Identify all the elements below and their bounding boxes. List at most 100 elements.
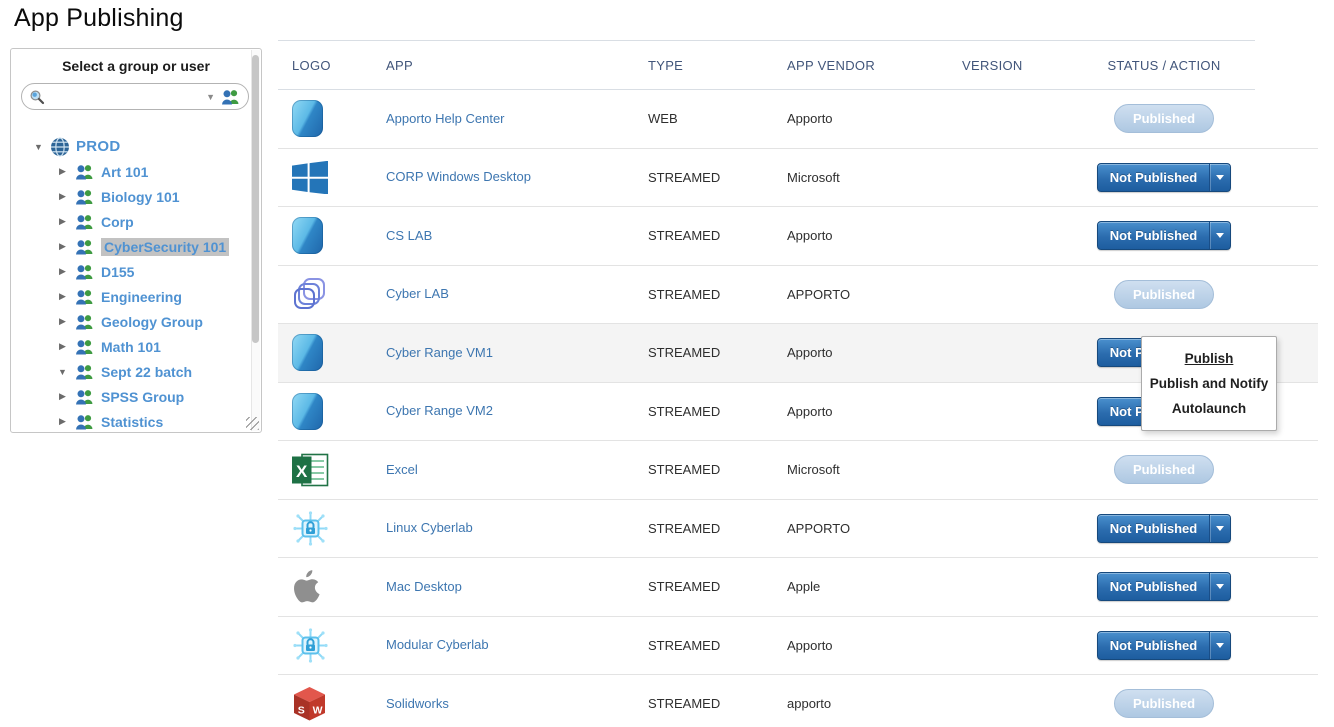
app-link[interactable]: Mac Desktop: [386, 578, 462, 594]
tree-expander-icon[interactable]: ▶: [59, 341, 66, 351]
status-cell: Published: [1074, 689, 1254, 719]
tree-item-label[interactable]: Geology Group: [101, 313, 203, 330]
tree-item-label[interactable]: D155: [101, 263, 135, 280]
tree-expander-icon[interactable]: ▶: [59, 391, 66, 401]
app-type: STREAMED: [648, 403, 721, 419]
tree-item[interactable]: ▶ Math 101: [11, 334, 261, 359]
not-published-button[interactable]: Not Published: [1096, 513, 1232, 543]
apporto-app-icon: [292, 217, 323, 255]
table-row: X Excel STREAMED Microsoft Published: [278, 441, 1318, 500]
tree-item-label[interactable]: Sept 22 batch: [101, 363, 193, 380]
tree-item-label[interactable]: PROD: [76, 138, 121, 155]
tree-item-label[interactable]: Math 101: [101, 338, 161, 355]
tree-expander-icon[interactable]: ▶: [59, 316, 66, 326]
tree-expander-icon[interactable]: ▼: [34, 141, 43, 152]
table-body: Apporto Help Center WEB Apporto Publishe…: [278, 90, 1324, 727]
tree-item[interactable]: ▶ CyberSecurity 101: [11, 234, 261, 259]
app-logo: [292, 334, 386, 372]
search-dropdown-caret-icon[interactable]: ▼: [206, 91, 215, 102]
tree-item-label[interactable]: Biology 101: [101, 188, 180, 205]
context-menu-item[interactable]: Autolaunch: [1171, 401, 1247, 416]
tree-item[interactable]: ▶ Corp: [11, 209, 261, 234]
status-cell: Not Published: [1074, 630, 1254, 660]
app-logo: [292, 628, 386, 663]
app-link[interactable]: Cyber LAB: [386, 286, 449, 302]
search-users-icon[interactable]: [220, 88, 241, 105]
tree-expander-icon[interactable]: ▶: [59, 166, 66, 176]
tree-item[interactable]: ▶ Statistics: [11, 409, 261, 432]
tree-item[interactable]: ▶ Biology 101: [11, 184, 261, 209]
people-icon: [76, 290, 93, 305]
tree-item[interactable]: ▶ D155: [11, 259, 261, 284]
status-cell: Not Published: [1074, 162, 1254, 192]
tree-expander-icon[interactable]: ▶: [59, 241, 66, 251]
app-link[interactable]: Apporto Help Center: [386, 110, 505, 126]
app-link[interactable]: Solidworks: [386, 695, 449, 711]
panel-resize-handle[interactable]: [246, 417, 259, 430]
published-badge: Published: [1113, 455, 1215, 485]
not-published-button[interactable]: Not Published: [1096, 221, 1232, 251]
app-link[interactable]: Excel: [386, 461, 418, 477]
app-link[interactable]: CORP Windows Desktop: [386, 169, 531, 185]
tree-item-label[interactable]: Statistics: [101, 413, 164, 430]
not-published-button[interactable]: Not Published: [1096, 630, 1232, 660]
app-link[interactable]: CS LAB: [386, 227, 433, 243]
tree-item-root[interactable]: ▼ PROD: [11, 134, 261, 159]
dropdown-caret-icon[interactable]: [1209, 573, 1230, 601]
apporto-app-icon: [292, 334, 323, 372]
tree-expander-icon[interactable]: ▶: [59, 416, 66, 426]
app-type: STREAMED: [648, 637, 721, 653]
group-search-input[interactable]: [45, 89, 205, 104]
app-vendor: Apporto: [787, 228, 833, 244]
tree-expander-icon[interactable]: ▶: [59, 291, 66, 301]
apporto-app-icon: [292, 392, 323, 430]
tree-item-label[interactable]: SPSS Group: [101, 388, 185, 405]
tree-item[interactable]: ▶ Engineering: [11, 284, 261, 309]
tree-item[interactable]: ▶ Geology Group: [11, 309, 261, 334]
tree-expander-icon[interactable]: ▶: [59, 266, 66, 276]
tree-item-label[interactable]: Corp: [101, 213, 134, 230]
app-link[interactable]: Cyber Range VM2: [386, 403, 493, 419]
dropdown-caret-icon[interactable]: [1209, 163, 1230, 191]
group-icon: [74, 363, 95, 380]
tree-expander-icon[interactable]: ▶: [59, 216, 66, 226]
table-row: CORP Windows Desktop STREAMED Microsoft …: [278, 148, 1318, 207]
people-icon: [76, 340, 93, 355]
tree-item[interactable]: ▶ Art 101: [11, 159, 261, 184]
app-link[interactable]: Linux Cyberlab: [386, 520, 473, 536]
cyber-lock-icon: [293, 628, 328, 663]
dropdown-caret-icon[interactable]: [1209, 631, 1230, 659]
context-menu-item[interactable]: Publish: [1184, 351, 1234, 366]
group-icon: [74, 338, 95, 355]
table-row: Mac Desktop STREAMED Apple Not Published: [278, 558, 1318, 617]
tree-expander-icon[interactable]: ▶: [59, 191, 66, 201]
dropdown-caret-icon[interactable]: [1209, 222, 1230, 250]
not-published-label: Not Published: [1109, 520, 1198, 536]
dropdown-caret-icon[interactable]: [1209, 514, 1230, 542]
sidebar-scrollbar[interactable]: [251, 50, 260, 431]
tree-item-label[interactable]: CyberSecurity 101: [101, 237, 230, 256]
sidebar-scrollbar-thumb[interactable]: [252, 55, 259, 343]
tree-item-label[interactable]: Art 101: [101, 163, 149, 180]
app-type: WEB: [648, 111, 678, 127]
tree-item[interactable]: ▼ Sept 22 batch: [11, 359, 261, 384]
not-published-button[interactable]: Not Published: [1096, 572, 1232, 602]
context-menu-item[interactable]: Publish and Notify: [1149, 376, 1269, 391]
tree-item[interactable]: ▶ SPSS Group: [11, 384, 261, 409]
people-icon: [76, 390, 93, 405]
people-icon: [222, 90, 239, 105]
app-link[interactable]: Modular Cyberlab: [386, 637, 489, 653]
group-icon: [74, 188, 95, 205]
group-icon: [74, 313, 95, 330]
app-link[interactable]: Cyber Range VM1: [386, 344, 493, 360]
app-type: STREAMED: [648, 345, 721, 361]
app-vendor: Apporto: [787, 637, 833, 653]
people-icon: [76, 190, 93, 205]
app-vendor: Microsoft: [787, 169, 840, 185]
group-search-box[interactable]: ▼: [21, 83, 249, 110]
people-icon: [76, 265, 93, 280]
app-logo: [292, 100, 386, 138]
tree-expander-icon[interactable]: ▼: [58, 366, 67, 377]
not-published-button[interactable]: Not Published: [1096, 162, 1232, 192]
tree-item-label[interactable]: Engineering: [101, 288, 182, 305]
